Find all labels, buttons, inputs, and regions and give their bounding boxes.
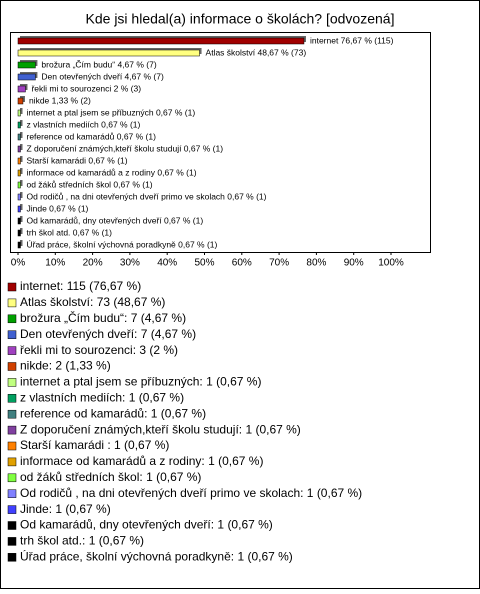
legend-swatch bbox=[7, 441, 17, 451]
legend-swatch bbox=[7, 505, 17, 514]
bar bbox=[17, 109, 21, 117]
bar-depth bbox=[20, 120, 23, 126]
legend-swatch bbox=[7, 298, 17, 308]
value-label: Den otevřených dveří 4,67 % (7) bbox=[41, 71, 164, 81]
value-label: Atlas školství 48,67 % (73) bbox=[206, 47, 307, 57]
bar bbox=[17, 37, 305, 45]
value-label: Úřad práce, školní výchovná poradkyně 0,… bbox=[26, 239, 217, 249]
legend-swatch bbox=[7, 521, 17, 530]
bar-depth bbox=[20, 192, 23, 198]
value-label: z vlastních mediích 0,67 % (1) bbox=[26, 119, 140, 129]
bar bbox=[17, 193, 21, 201]
x-tick-label: 40% bbox=[157, 258, 177, 269]
value-label: brožura „Čím budu“ 4,67 % (7) bbox=[41, 59, 156, 69]
bar-depth bbox=[20, 108, 23, 114]
legend-label: brožura „Čím budu“: 7 (4,67 %) bbox=[20, 310, 186, 325]
legend-label: Úřad práce, školní výchovná poradkyně: 1… bbox=[20, 548, 293, 563]
legend-label: Jinde: 1 (0,67 %) bbox=[20, 502, 111, 516]
bar bbox=[17, 121, 21, 129]
x-tick-label: 10% bbox=[45, 258, 65, 269]
legend-swatch bbox=[7, 457, 17, 467]
bar-depth bbox=[20, 240, 23, 246]
legend-label: od žáků středních škol: 1 (0,67 %) bbox=[20, 470, 201, 484]
bar bbox=[17, 97, 24, 105]
bar bbox=[17, 85, 26, 93]
value-label: Starší kamarádi 0,67 % (1) bbox=[26, 155, 127, 165]
value-label: internet 76,67 % (115) bbox=[310, 35, 394, 45]
plot-area bbox=[10, 32, 431, 253]
chart-title: Kde jsi hledal(a) informace o školách? [… bbox=[86, 11, 395, 27]
legend-label: internet: 115 (76,67 %) bbox=[20, 279, 141, 293]
legend-label: Od rodičů , na dni otevřených dveří prim… bbox=[20, 486, 362, 500]
legend-label: nikde: 2 (1,33 %) bbox=[20, 359, 111, 373]
value-label: řekli mi to sourozenci 2 % (3) bbox=[31, 83, 141, 93]
value-label: od žáků středních škol 0,67 % (1) bbox=[26, 179, 152, 189]
legend-label: Atlas školství: 73 (48,67 %) bbox=[20, 295, 165, 309]
legend-label: internet a ptal jsem se příbuzných: 1 (0… bbox=[20, 375, 261, 389]
bar bbox=[17, 49, 200, 57]
value-label: informace od kamarádů a z rodiny 0,67 % … bbox=[26, 167, 196, 177]
legend-label: Den otevřených dveří: 7 (4,67 %) bbox=[20, 327, 196, 341]
value-label: nikde 1,33 % (2) bbox=[29, 95, 91, 105]
bar-depth bbox=[20, 132, 23, 138]
bar bbox=[17, 241, 21, 249]
legend-swatch bbox=[7, 346, 17, 355]
x-tick-label: 50% bbox=[194, 258, 214, 269]
x-tick-label: 70% bbox=[269, 258, 289, 269]
bar-depth bbox=[20, 168, 23, 174]
x-tick-label: 90% bbox=[344, 258, 364, 269]
value-label: Jinde 0,67 % (1) bbox=[26, 203, 88, 213]
value-label: Z doporučení známých,kteří školu studují… bbox=[26, 143, 223, 153]
bar bbox=[17, 145, 21, 153]
legend-swatch bbox=[7, 330, 17, 339]
legend-swatch bbox=[7, 362, 17, 371]
x-tick-label: 100% bbox=[378, 258, 404, 269]
legend-swatch bbox=[7, 425, 17, 435]
legend-swatch bbox=[7, 409, 17, 419]
bar bbox=[17, 169, 21, 177]
x-tick-label: 30% bbox=[120, 258, 140, 269]
value-label: Od kamarádů, dny otevřených dveří 0,67 %… bbox=[26, 215, 203, 225]
bar-depth bbox=[20, 156, 23, 162]
bar bbox=[17, 181, 21, 189]
bar bbox=[17, 217, 21, 225]
legend-swatch bbox=[7, 394, 17, 403]
legend-swatch bbox=[7, 282, 17, 292]
value-label: reference od kamarádů 0,67 % (1) bbox=[26, 131, 156, 141]
legend-label: Starší kamarádi : 1 (0,67 %) bbox=[20, 438, 169, 452]
bar-depth bbox=[20, 144, 23, 150]
bar bbox=[17, 205, 21, 213]
bar-depth bbox=[20, 204, 23, 210]
x-tick-label: 80% bbox=[306, 258, 326, 269]
legend-swatch bbox=[7, 314, 17, 324]
value-label: trh škol atd. 0,67 % (1) bbox=[26, 227, 112, 237]
legend-label: trh škol atd.: 1 (0,67 %) bbox=[20, 534, 144, 548]
legend-swatch bbox=[7, 537, 17, 546]
x-tick-label: 20% bbox=[83, 258, 103, 269]
legend-swatch bbox=[7, 553, 17, 562]
legend-swatch bbox=[7, 473, 17, 483]
legend-swatch bbox=[7, 489, 17, 498]
bar-depth bbox=[20, 216, 23, 222]
legend-label: řekli mi to sourozenci: 3 (2 %) bbox=[20, 343, 178, 357]
bar bbox=[17, 133, 21, 141]
value-label: internet a ptal jsem se příbuzných 0,67 … bbox=[26, 107, 195, 117]
bar bbox=[17, 61, 36, 69]
legend-label: Z doporučení známých,kteří školu studují… bbox=[20, 422, 301, 436]
bar bbox=[17, 229, 21, 237]
bar bbox=[17, 73, 36, 81]
bar-depth bbox=[20, 228, 23, 234]
legend-label: Od kamarádů, dny otevřených dveří: 1 (0,… bbox=[20, 518, 273, 532]
legend-swatch bbox=[7, 378, 17, 387]
x-tick-label: 60% bbox=[232, 258, 252, 269]
value-label: Od rodičů , na dni otevřených dveří prim… bbox=[26, 191, 266, 201]
bar bbox=[17, 157, 21, 165]
legend-label: z vlastních mediích: 1 (0,67 %) bbox=[20, 390, 184, 404]
legend-label: informace od kamarádů a z rodiny: 1 (0,6… bbox=[20, 454, 263, 468]
x-tick-label: 0% bbox=[11, 258, 26, 269]
legend-label: reference od kamarádů: 1 (0,67 %) bbox=[20, 406, 206, 420]
bar-depth bbox=[20, 180, 23, 186]
